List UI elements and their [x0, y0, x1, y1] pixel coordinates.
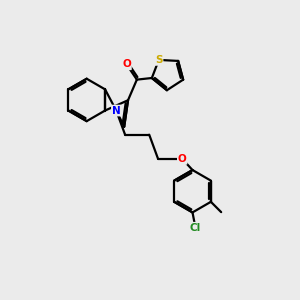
Text: O: O: [178, 154, 187, 164]
Text: O: O: [122, 59, 131, 69]
Text: N: N: [112, 106, 121, 116]
Text: S: S: [155, 55, 163, 65]
Text: Cl: Cl: [190, 223, 201, 233]
